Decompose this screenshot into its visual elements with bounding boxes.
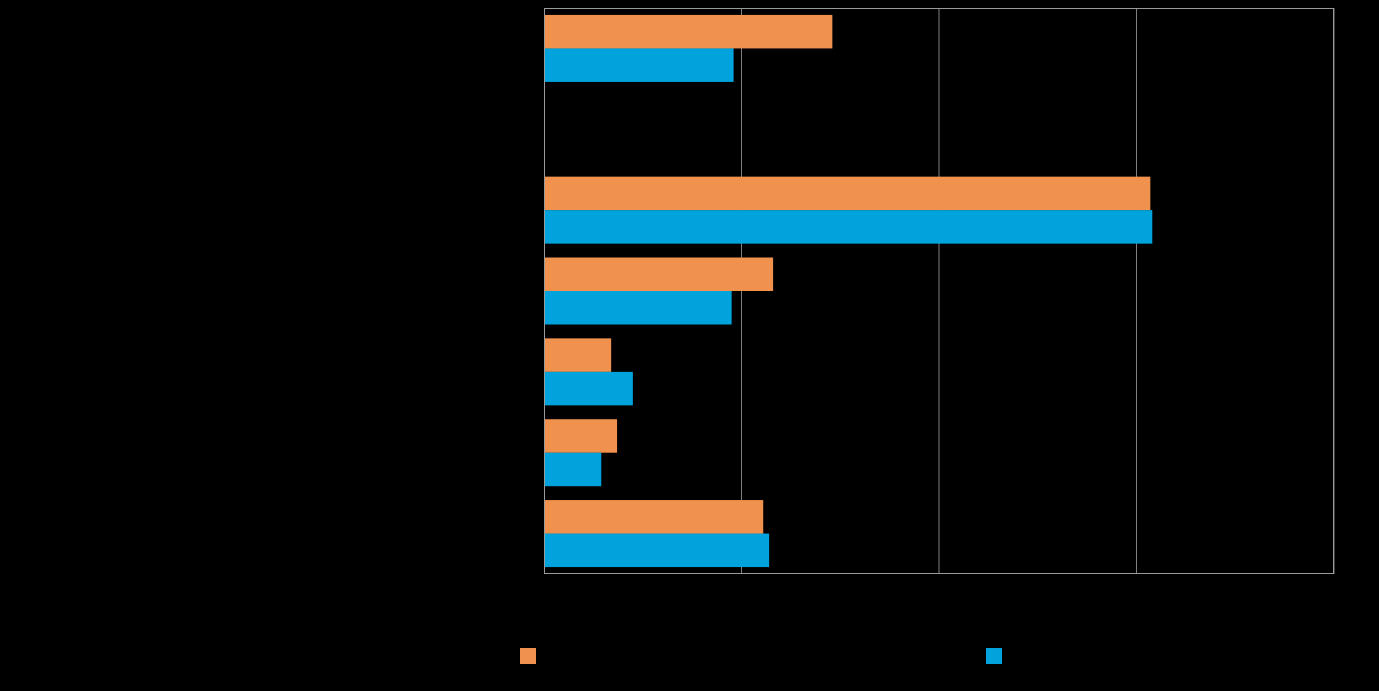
legend-marker-series1 — [520, 648, 536, 664]
bar-series1-category7 — [544, 500, 764, 534]
bar-series2-category6 — [544, 452, 602, 487]
legend — [520, 648, 1002, 664]
gridlines — [741, 8, 1335, 574]
legend-marker-series2 — [986, 648, 1002, 664]
bars — [544, 14, 1153, 568]
bar-series1-category4 — [544, 257, 774, 291]
plot-area-border — [544, 8, 1334, 574]
bar-series2-category5 — [544, 371, 633, 406]
bar-series1-category1 — [544, 14, 833, 49]
bar-series1-category3 — [544, 176, 1151, 211]
axes — [544, 8, 1334, 574]
bar-series2-category3 — [544, 210, 1153, 244]
bar-series2-category7 — [544, 533, 770, 568]
bar-series2-category4 — [544, 291, 732, 325]
bar-series1-category6 — [544, 419, 618, 453]
bar-series1-category5 — [544, 338, 612, 372]
bar-series2-category1 — [544, 48, 734, 82]
